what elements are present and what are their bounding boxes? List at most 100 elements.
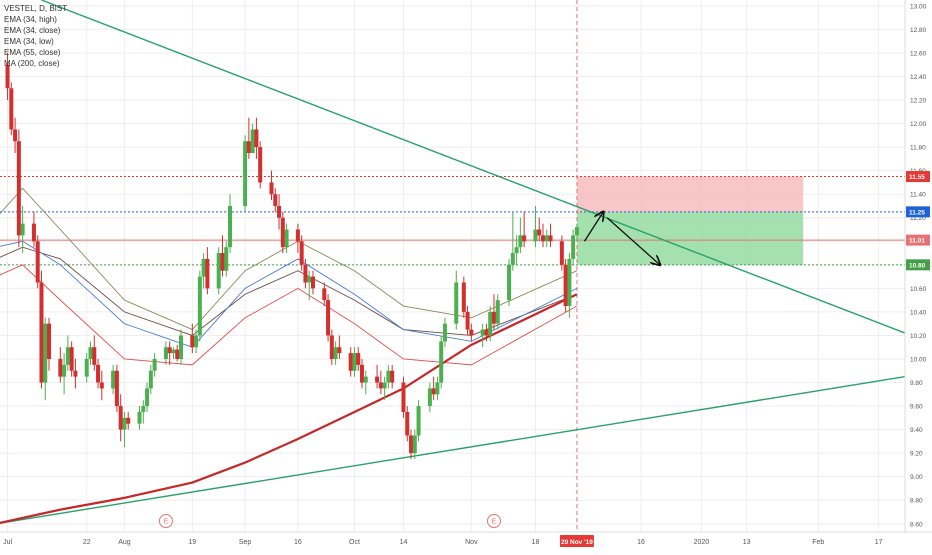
candle-body <box>43 323 48 383</box>
candle-body <box>152 358 157 371</box>
legend-ema34-low[interactable]: EMA (34, low) <box>4 37 54 46</box>
candle-body <box>179 335 183 359</box>
candle-body <box>175 349 180 359</box>
candle-body <box>69 347 74 371</box>
candle-body <box>243 141 248 206</box>
price-axis[interactable]: 8.60 8.80 9.00 9.20 9.40 9.60 9.80 10.00 10.20 10… <box>904 0 932 550</box>
earnings-marker-label: E <box>492 519 497 526</box>
candle-body <box>47 323 52 359</box>
candle-body <box>58 358 63 377</box>
candle-body <box>454 282 459 324</box>
candle-body <box>145 388 150 407</box>
trendlines[interactable] <box>0 0 906 524</box>
stop-loss-zone[interactable] <box>576 176 804 212</box>
price-tick-label: 12.00 <box>910 121 927 128</box>
price-tick-label: 11.20 <box>910 215 926 222</box>
ma200-line <box>0 293 578 525</box>
candle-body <box>92 347 97 365</box>
candle-body <box>137 411 142 424</box>
price-tick-label: 10.00 <box>910 356 927 363</box>
price-level-badge[interactable] <box>906 234 930 246</box>
date-tick-label: 17 <box>875 539 883 546</box>
candle-body <box>254 129 259 148</box>
candle-body <box>167 347 172 354</box>
candle-body <box>258 147 263 183</box>
trendline-descending[interactable] <box>41 0 906 334</box>
legend-ema55-close[interactable]: EMA (55, close) <box>4 48 61 57</box>
candle-body <box>375 376 380 383</box>
price-level-badge[interactable] <box>906 259 930 271</box>
projection-arrow[interactable] <box>606 217 660 265</box>
candle-body <box>567 258 572 307</box>
price-level-badge[interactable] <box>906 171 930 183</box>
price-level-label: 11.01 <box>909 238 925 245</box>
candle-body <box>416 406 421 436</box>
candle-body <box>337 347 342 354</box>
price-level-badge[interactable] <box>906 206 930 218</box>
candle-body <box>329 335 334 359</box>
candle-body <box>126 417 131 424</box>
price-tick-label: 8.60 <box>910 521 923 528</box>
earnings-marker[interactable] <box>486 514 501 528</box>
candle-body <box>465 311 470 330</box>
candle-body <box>378 382 383 389</box>
date-tick-label: Aug <box>118 539 131 546</box>
candle-body <box>194 335 199 348</box>
candle-body <box>322 288 327 301</box>
price-tick-label: 11.80 <box>910 145 926 152</box>
candle-body <box>409 435 414 454</box>
candle-body <box>480 329 485 336</box>
candle-body <box>495 300 500 324</box>
price-tick-label: 12.60 <box>910 50 927 57</box>
cursor-date-badge[interactable] <box>559 535 594 547</box>
price-tick-label: 9.60 <box>910 404 923 411</box>
grid <box>0 0 905 532</box>
candle-body <box>435 382 440 395</box>
candle-body <box>559 241 564 265</box>
candle-body <box>205 258 210 289</box>
candle-body <box>295 229 300 242</box>
projection-arrow[interactable] <box>583 212 603 242</box>
candle-body <box>326 300 331 336</box>
price-level-label: 11.25 <box>909 209 925 216</box>
candle-body <box>507 264 512 301</box>
price-tick-label: 12.80 <box>910 27 927 34</box>
date-tick-label: 13 <box>743 539 751 546</box>
candle-body <box>141 406 146 412</box>
date-tick-label: 16 <box>637 539 645 546</box>
candle-body <box>284 229 289 248</box>
legend-ema34-high[interactable]: EMA (34, high) <box>4 15 57 24</box>
candle-body <box>431 388 436 395</box>
price-tick-label: 10.20 <box>910 333 927 340</box>
price-tick-label: 9.20 <box>910 451 923 458</box>
candle-body <box>299 241 304 265</box>
candle-body <box>39 282 44 383</box>
candle-body <box>148 370 153 389</box>
trendline-ascending[interactable] <box>0 375 906 524</box>
ema55-close-line <box>0 246 578 336</box>
projection-arrows[interactable] <box>583 212 660 265</box>
candle-body <box>390 370 395 383</box>
candle-body <box>65 347 70 365</box>
ema34-close-line <box>0 240 578 348</box>
candle-body <box>220 253 225 271</box>
candle-body <box>224 247 229 271</box>
date-tick-label: Sep <box>239 539 252 546</box>
legend-ema34-close[interactable]: EMA (34, close) <box>4 26 61 35</box>
candle-body <box>439 341 444 383</box>
date-tick-label: 18 <box>532 539 540 546</box>
candle-body <box>442 323 447 342</box>
earnings-marker[interactable] <box>158 514 173 528</box>
candle-body <box>171 349 176 354</box>
candle-body <box>412 435 417 454</box>
legend-title[interactable]: VESTEL, D, BIST <box>4 4 68 13</box>
candle-body <box>122 417 127 430</box>
candle-body <box>20 223 25 236</box>
candles <box>5 52 579 460</box>
legend-ma200[interactable]: MA (200, close) <box>4 59 60 68</box>
time-axis[interactable]: Jul 22 Aug 19 Sep 16 Oct 14 Nov 18 16 2020 13 Feb 17 29… <box>0 531 932 550</box>
candle-body <box>469 329 474 336</box>
